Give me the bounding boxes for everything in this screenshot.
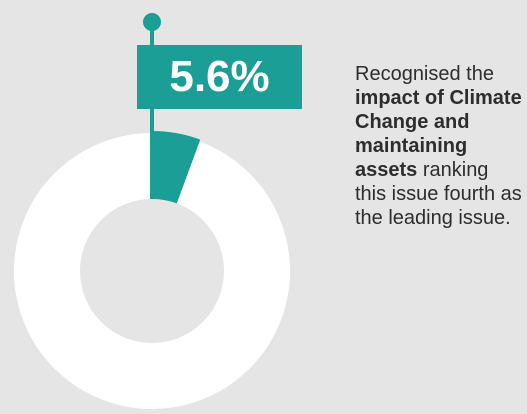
value-label: 5.6% (169, 52, 270, 101)
caption-part-1: Recognised the (355, 63, 494, 85)
caption-text: Recognised the impact of Climate Change … (355, 62, 525, 230)
caption-part-2: ranking this issue fourth as the leading… (355, 159, 522, 229)
value-label-box: 5.6% (137, 45, 302, 109)
caption-bold: impact of Climate Change and maintaining… (355, 87, 522, 181)
callout-dot (143, 13, 161, 31)
donut-highlight-slice (152, 131, 201, 204)
